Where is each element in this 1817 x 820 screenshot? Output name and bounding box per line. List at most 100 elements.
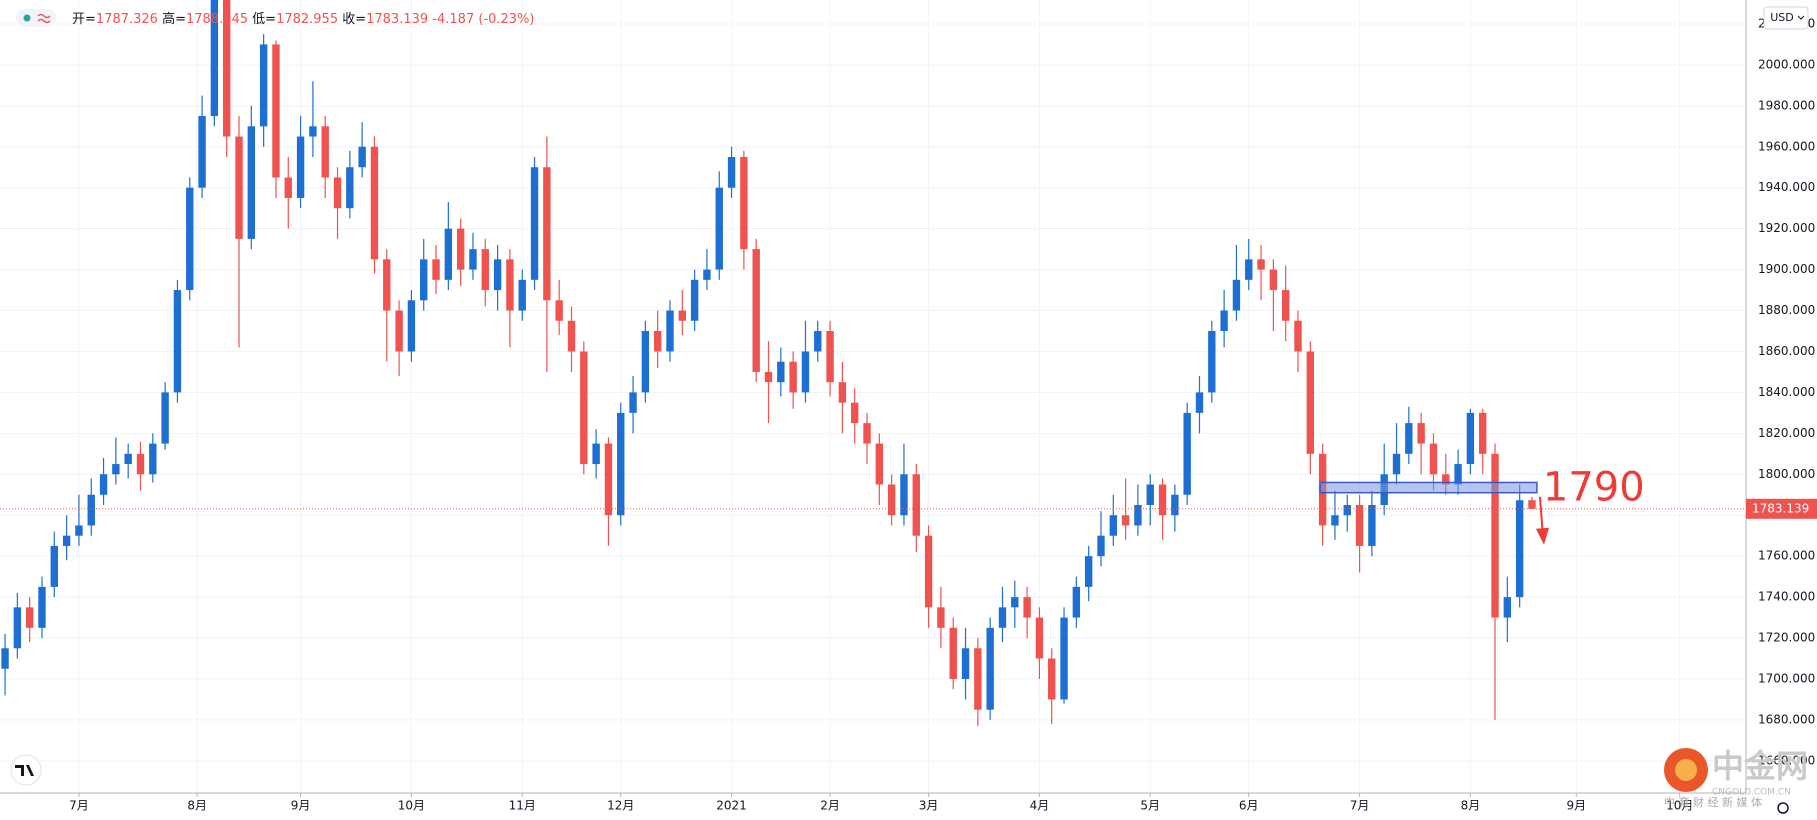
legend-part: 1782.955: [276, 12, 338, 27]
y-tick-label: 1660.000: [1758, 753, 1815, 767]
x-tick-label: 9月: [291, 799, 311, 813]
y-tick-label: 1820.000: [1758, 426, 1815, 440]
x-tick-label: 9月: [1566, 799, 1586, 813]
candle-body: [801, 351, 810, 393]
last-price-tag: [1746, 498, 1817, 519]
candle-body: [50, 545, 58, 587]
candle-body: [653, 330, 662, 352]
currency-button[interactable]: USD: [1763, 6, 1809, 30]
y-tick-label: 1740.000: [1758, 590, 1815, 604]
candle-body: [38, 586, 46, 628]
legend-part: 高=: [162, 11, 186, 27]
candle-body: [740, 157, 748, 250]
candle-body: [124, 453, 132, 465]
grid: [0, 0, 1745, 793]
candle-body: [456, 228, 465, 270]
candle-body: [1429, 443, 1438, 475]
legend-part: 开=: [72, 12, 96, 27]
x-tick-label: 5月: [1140, 799, 1160, 813]
candle-body: [25, 607, 34, 628]
annotation-label: 1790: [1543, 465, 1645, 511]
candle-body: [346, 167, 354, 209]
y-tick-label: 1920.000: [1758, 221, 1815, 235]
price-axis-bg: [1746, 0, 1817, 820]
currency-text: USD: [1770, 11, 1794, 24]
candle-body: [851, 402, 859, 424]
candle-body: [727, 157, 736, 188]
candle-body: [1072, 586, 1081, 618]
candle-body: [1109, 515, 1117, 536]
pill-bg: [16, 9, 56, 27]
x-tick-label: 10月: [398, 799, 425, 813]
candle-body: [161, 392, 169, 444]
logo-bg: [10, 754, 42, 786]
status-dot: [23, 14, 31, 22]
candle-body: [1442, 474, 1450, 485]
wave-icon: [37, 13, 51, 24]
candle-body: [259, 44, 268, 127]
y-tick-label: 1680.000: [1758, 712, 1815, 726]
candle-body: [900, 474, 908, 516]
candle-body: [703, 269, 711, 280]
candle-body: [814, 330, 822, 352]
x-tick-label: 7月: [69, 799, 89, 813]
chevron: [1797, 15, 1805, 20]
candle-body: [407, 300, 416, 352]
candle-body: [924, 535, 933, 608]
x-tick-label: 4月: [1030, 799, 1050, 813]
candle-body: [1035, 617, 1044, 659]
candle-body: [1257, 259, 1265, 270]
legend-part: 1783.139: [366, 12, 428, 27]
candle-body: [1048, 658, 1056, 700]
candle-body: [715, 187, 723, 270]
candle-body: [1121, 515, 1130, 526]
ohlc-legend: 开=1787.326 高=1788.945 低=1782.955 收=1783.…: [72, 11, 535, 27]
legend-part: 收=: [342, 12, 366, 27]
symbol-pill[interactable]: [16, 9, 56, 27]
candle-body: [1355, 504, 1364, 546]
candle-body: [309, 126, 317, 137]
resistance-zone: [1319, 481, 1538, 494]
candle-body: [1417, 423, 1425, 444]
candle-body: [764, 371, 773, 383]
candle-body: [543, 167, 551, 301]
y-tick-label: 2000.000: [1758, 57, 1815, 71]
candle-body: [1405, 423, 1413, 454]
candle-body: [555, 300, 563, 321]
candle-body: [1528, 500, 1536, 509]
candle-body: [666, 310, 674, 352]
x-tick-label: 7月: [1350, 799, 1370, 813]
candle-body: [752, 249, 760, 372]
legend-part: (-0.23%): [478, 12, 534, 27]
plot: 1790: [0, 0, 1745, 727]
candle-body: [1392, 453, 1401, 475]
candle-body: [358, 146, 366, 168]
candle-body: [149, 443, 157, 475]
candle-body: [998, 607, 1007, 628]
candle-body: [592, 443, 600, 465]
candle-body: [420, 259, 428, 301]
candle-body: [826, 330, 834, 383]
x-tick-label: 8月: [1461, 799, 1481, 813]
candle-body: [1331, 515, 1339, 526]
candle-body: [112, 464, 120, 475]
candle-body: [1011, 597, 1019, 608]
candle-body: [961, 648, 970, 679]
candle-body: [333, 177, 342, 209]
candle-body: [1491, 453, 1499, 618]
candle-body: [875, 443, 884, 485]
settings-icon[interactable]: [1777, 802, 1789, 814]
candle-body: [383, 259, 391, 311]
candle-body: [1294, 320, 1302, 352]
candle-body: [604, 443, 613, 516]
candle-body: [974, 648, 982, 710]
tv-logo[interactable]: [10, 754, 42, 786]
candle-body: [210, 0, 219, 117]
candle-body: [1245, 259, 1253, 280]
candle-body: [235, 136, 243, 239]
y-tick-label: 1960.000: [1758, 139, 1815, 153]
watermark: 中金网 CNGOLD.COM.CN 中 育 财 经 新 媒 体: [1664, 747, 1808, 809]
candle-body: [296, 136, 305, 198]
currency-bg: [1763, 6, 1809, 30]
